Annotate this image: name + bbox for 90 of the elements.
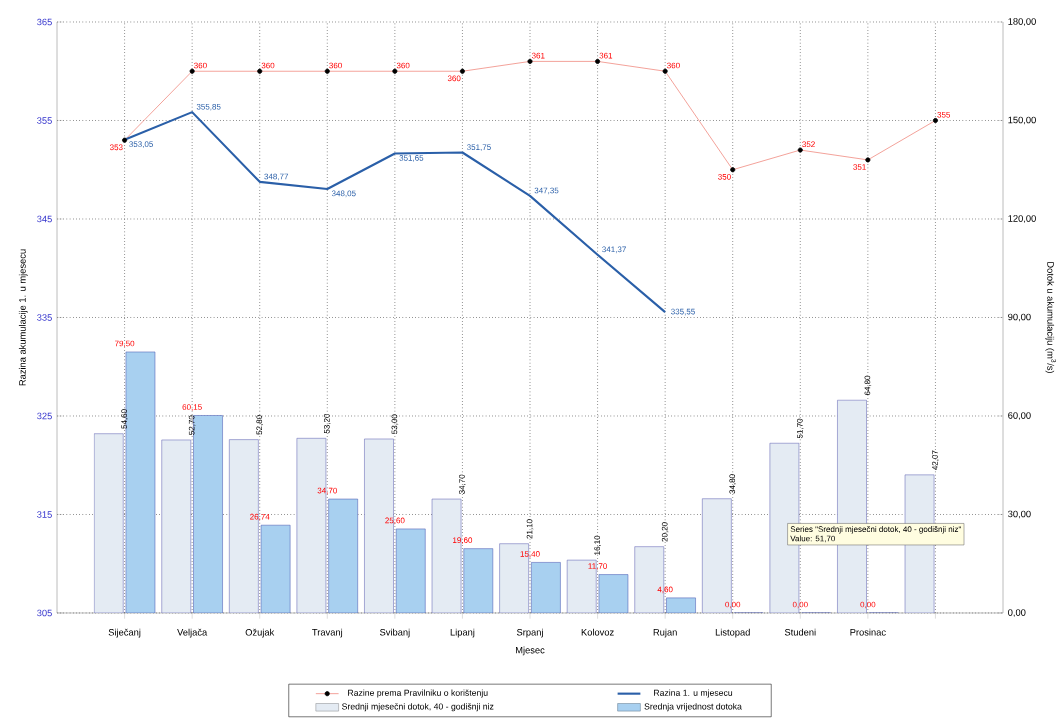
x-tick-label: Lipanj	[450, 628, 475, 638]
legend-label: Srednji mjesečni dotok, 40 - godišnji niz	[342, 703, 494, 712]
y-tick-label: 315	[37, 511, 52, 518]
data-label: 360	[261, 62, 275, 69]
data-label: 42,07	[932, 450, 939, 470]
data-label: 361	[531, 52, 545, 59]
data-label: 360	[194, 62, 207, 69]
x-axis-title: Mjesec	[516, 646, 545, 656]
data-label: 52,70	[188, 415, 196, 435]
y2-tick-label: 0,00	[1008, 609, 1026, 617]
y-tick-label: 355	[37, 117, 52, 124]
data-label: 20,20	[661, 522, 669, 542]
bar	[395, 528, 426, 613]
bar	[328, 498, 358, 613]
data-label: 348,05	[331, 190, 356, 198]
bar	[260, 524, 291, 613]
data-label: 361	[599, 52, 613, 59]
y2-tick-label: 90,00	[1008, 313, 1031, 322]
x-tick-label: Veljača	[177, 628, 208, 638]
data-label: 15,40	[520, 551, 540, 558]
bar	[161, 439, 192, 613]
bar	[598, 574, 629, 613]
data-label: 51,70	[796, 418, 804, 439]
x-tick-label: Ožujak	[245, 628, 275, 638]
data-label: 0,00	[860, 601, 876, 609]
data-label: 0,00	[792, 601, 808, 609]
data-label: 360	[329, 62, 342, 69]
data-label: 64,80	[864, 375, 872, 396]
data-label: 25,60	[385, 517, 405, 525]
data-label: 52,80	[256, 415, 264, 435]
data-label: 353	[109, 144, 123, 151]
data-label: 348,77	[264, 173, 289, 181]
annotation: Series "Srednji mjesečni dotok, 40 - godišnji niz"	[790, 526, 961, 534]
data-label: 0,00	[725, 601, 741, 609]
data-label: 360	[396, 62, 410, 69]
y-tick-label: 345	[37, 215, 52, 223]
y2-tick-label: 120,00	[1008, 215, 1036, 223]
x-tick-label: Prosinac	[850, 628, 886, 636]
y2-tick-label: 60,00	[1008, 412, 1031, 420]
data-label: 352	[802, 141, 815, 148]
data-label: 60,15	[182, 404, 202, 411]
data-label: 355	[937, 111, 951, 118]
y-tick-label: 365	[37, 18, 52, 26]
x-tick-label: Kolovoz	[581, 628, 614, 636]
x-tick-label: Svibanj	[379, 628, 410, 638]
x-tick-label: Rujan	[653, 628, 677, 638]
y2-tick-label: 150,00	[1008, 116, 1036, 125]
data-label: 360	[447, 75, 461, 82]
bar	[463, 548, 494, 613]
annotation: Value: 51,70	[790, 535, 836, 543]
y-tick-label: 325	[37, 412, 52, 420]
data-label: 34,80	[729, 474, 737, 494]
data-label: 26,74	[250, 513, 270, 521]
legend-label: Razine prema Pravilniku o korištenju	[348, 689, 488, 698]
data-label: 351	[853, 164, 866, 170]
legend-label: Srednja vrijednost dotoka	[644, 703, 742, 712]
legend-label: Razina 1. u mjesecu	[654, 689, 733, 698]
data-label: 4,60	[657, 586, 673, 594]
data-label: 34,70	[459, 474, 466, 495]
data-label: 34,70	[317, 487, 337, 495]
data-label: 347,35	[534, 187, 559, 195]
y-tick-label: 305	[37, 609, 52, 617]
x-tick-label: Travanj	[312, 628, 343, 638]
data-label: 355,85	[196, 103, 221, 111]
y2-tick-label: 180,00	[1008, 18, 1036, 26]
x-tick-label: Srpanj	[516, 628, 543, 638]
data-label: 350	[718, 174, 731, 180]
data-label: 79,50	[114, 340, 135, 348]
y2-axis-title: Dotok u akumulaciju (m$^{3}$/s)	[1045, 262, 1057, 374]
x-tick-label: Studeni	[784, 628, 816, 636]
data-label: 11,70	[588, 563, 607, 570]
data-label: 53,00	[391, 414, 399, 434]
data-label: 351,75	[467, 144, 491, 151]
data-label: 360	[667, 62, 680, 69]
data-label: 16,10	[594, 535, 601, 555]
y-tick-label: 335	[37, 314, 52, 321]
data-label: 53,20	[323, 413, 331, 434]
data-label: 54,60	[121, 409, 128, 429]
bar	[93, 433, 124, 613]
data-label: 341,37	[602, 246, 626, 254]
data-label: 21,10	[526, 519, 534, 539]
data-label: 335,55	[671, 308, 695, 316]
y2-tick-label: 30,00	[1008, 510, 1031, 519]
y-axis-title: Razina akumulacije 1. u mjesecu	[18, 249, 28, 386]
data-label: 353,05	[129, 141, 153, 148]
data-label: 19,60	[453, 537, 473, 544]
bar	[531, 562, 561, 613]
x-tick-label: Siječanj	[108, 628, 141, 638]
data-label: 351,65	[399, 155, 424, 162]
x-tick-label: Listopad	[715, 628, 750, 638]
